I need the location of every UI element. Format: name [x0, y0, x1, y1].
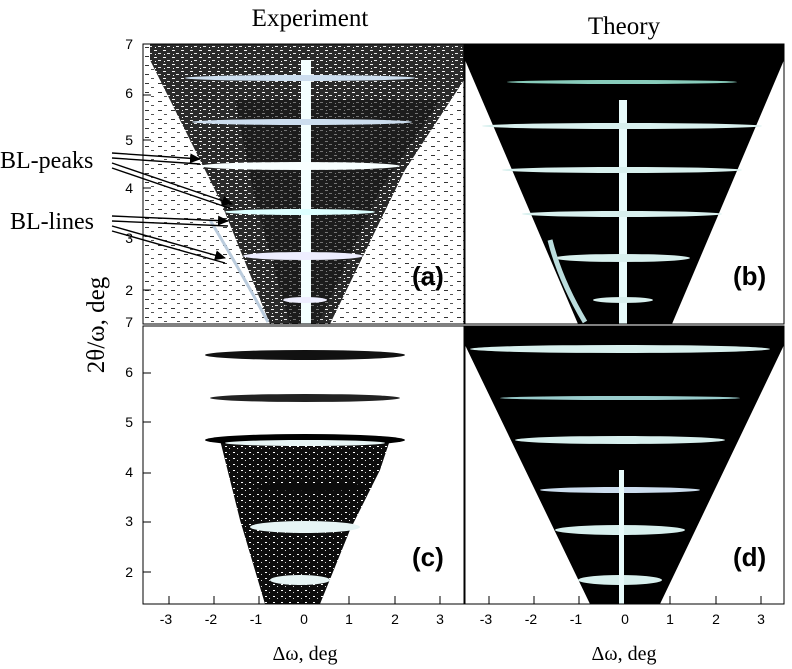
annotation-bl-peaks: BL-peaks	[0, 148, 93, 174]
panel-label-b: (b)	[733, 261, 766, 291]
panel-label-c: (c)	[412, 542, 444, 572]
x-axis-label-left: Δω, deg	[273, 643, 338, 665]
y-tick-bottom-3: 3	[125, 513, 133, 529]
y-tick-bottom-6: 6	[125, 364, 133, 380]
y-tick-bottom-4: 4	[125, 464, 133, 480]
x-tick-left-m3: -3	[160, 611, 173, 627]
y-axis-bottom	[143, 372, 151, 573]
x-tick-right-m3: -3	[480, 611, 493, 627]
y-tick-mid-7: 7	[125, 314, 133, 330]
y-tick-bottom-5: 5	[125, 414, 133, 430]
panel-b	[465, 44, 784, 324]
annotation-bl-lines: BL-lines	[10, 209, 94, 235]
arrows-bl-peaks	[111, 152, 233, 210]
x-tick-right-2: 2	[712, 611, 720, 627]
central-streak-a	[301, 60, 311, 324]
panel-label-d: (d)	[733, 542, 766, 572]
y-tick-top-5: 5	[125, 132, 133, 148]
x-tick-left-m2: -2	[205, 611, 218, 627]
x-tick-right-3: 3	[757, 611, 765, 627]
x-tick-right-1: 1	[666, 611, 674, 627]
x-axis-label-right: Δω, deg	[592, 643, 657, 665]
x-tick-left-0: 0	[300, 611, 308, 627]
y-tick-bottom-2: 2	[125, 564, 133, 580]
panel-label-a: (a)	[412, 261, 444, 291]
x-tick-right-m1: -1	[570, 611, 583, 627]
x-tick-right-m2: -2	[525, 611, 538, 627]
x-axis-right	[488, 596, 762, 604]
x-tick-left-3: 3	[436, 611, 444, 627]
column-title-theory: Theory	[588, 13, 661, 40]
arrows-bl-lines	[111, 215, 229, 264]
x-tick-left-2: 2	[391, 611, 399, 627]
y-tick-top-4: 4	[125, 180, 133, 196]
panel-c	[143, 326, 464, 604]
y-tick-top-3: 3	[125, 230, 133, 246]
y-tick-top-6: 6	[125, 85, 133, 101]
panel-a	[143, 44, 464, 324]
x-axis-left	[168, 596, 441, 604]
x-tick-right-0: 0	[621, 611, 629, 627]
column-title-experiment: Experiment	[252, 5, 369, 32]
y-tick-top-7: 7	[125, 36, 133, 52]
x-tick-left-1: 1	[345, 611, 353, 627]
y-axis-label: 2θ/ω, deg	[83, 276, 110, 373]
y-tick-top-2: 2	[125, 282, 133, 298]
panel-d	[465, 326, 784, 604]
central-streak-d	[619, 470, 624, 604]
x-tick-left-m1: -1	[250, 611, 263, 627]
